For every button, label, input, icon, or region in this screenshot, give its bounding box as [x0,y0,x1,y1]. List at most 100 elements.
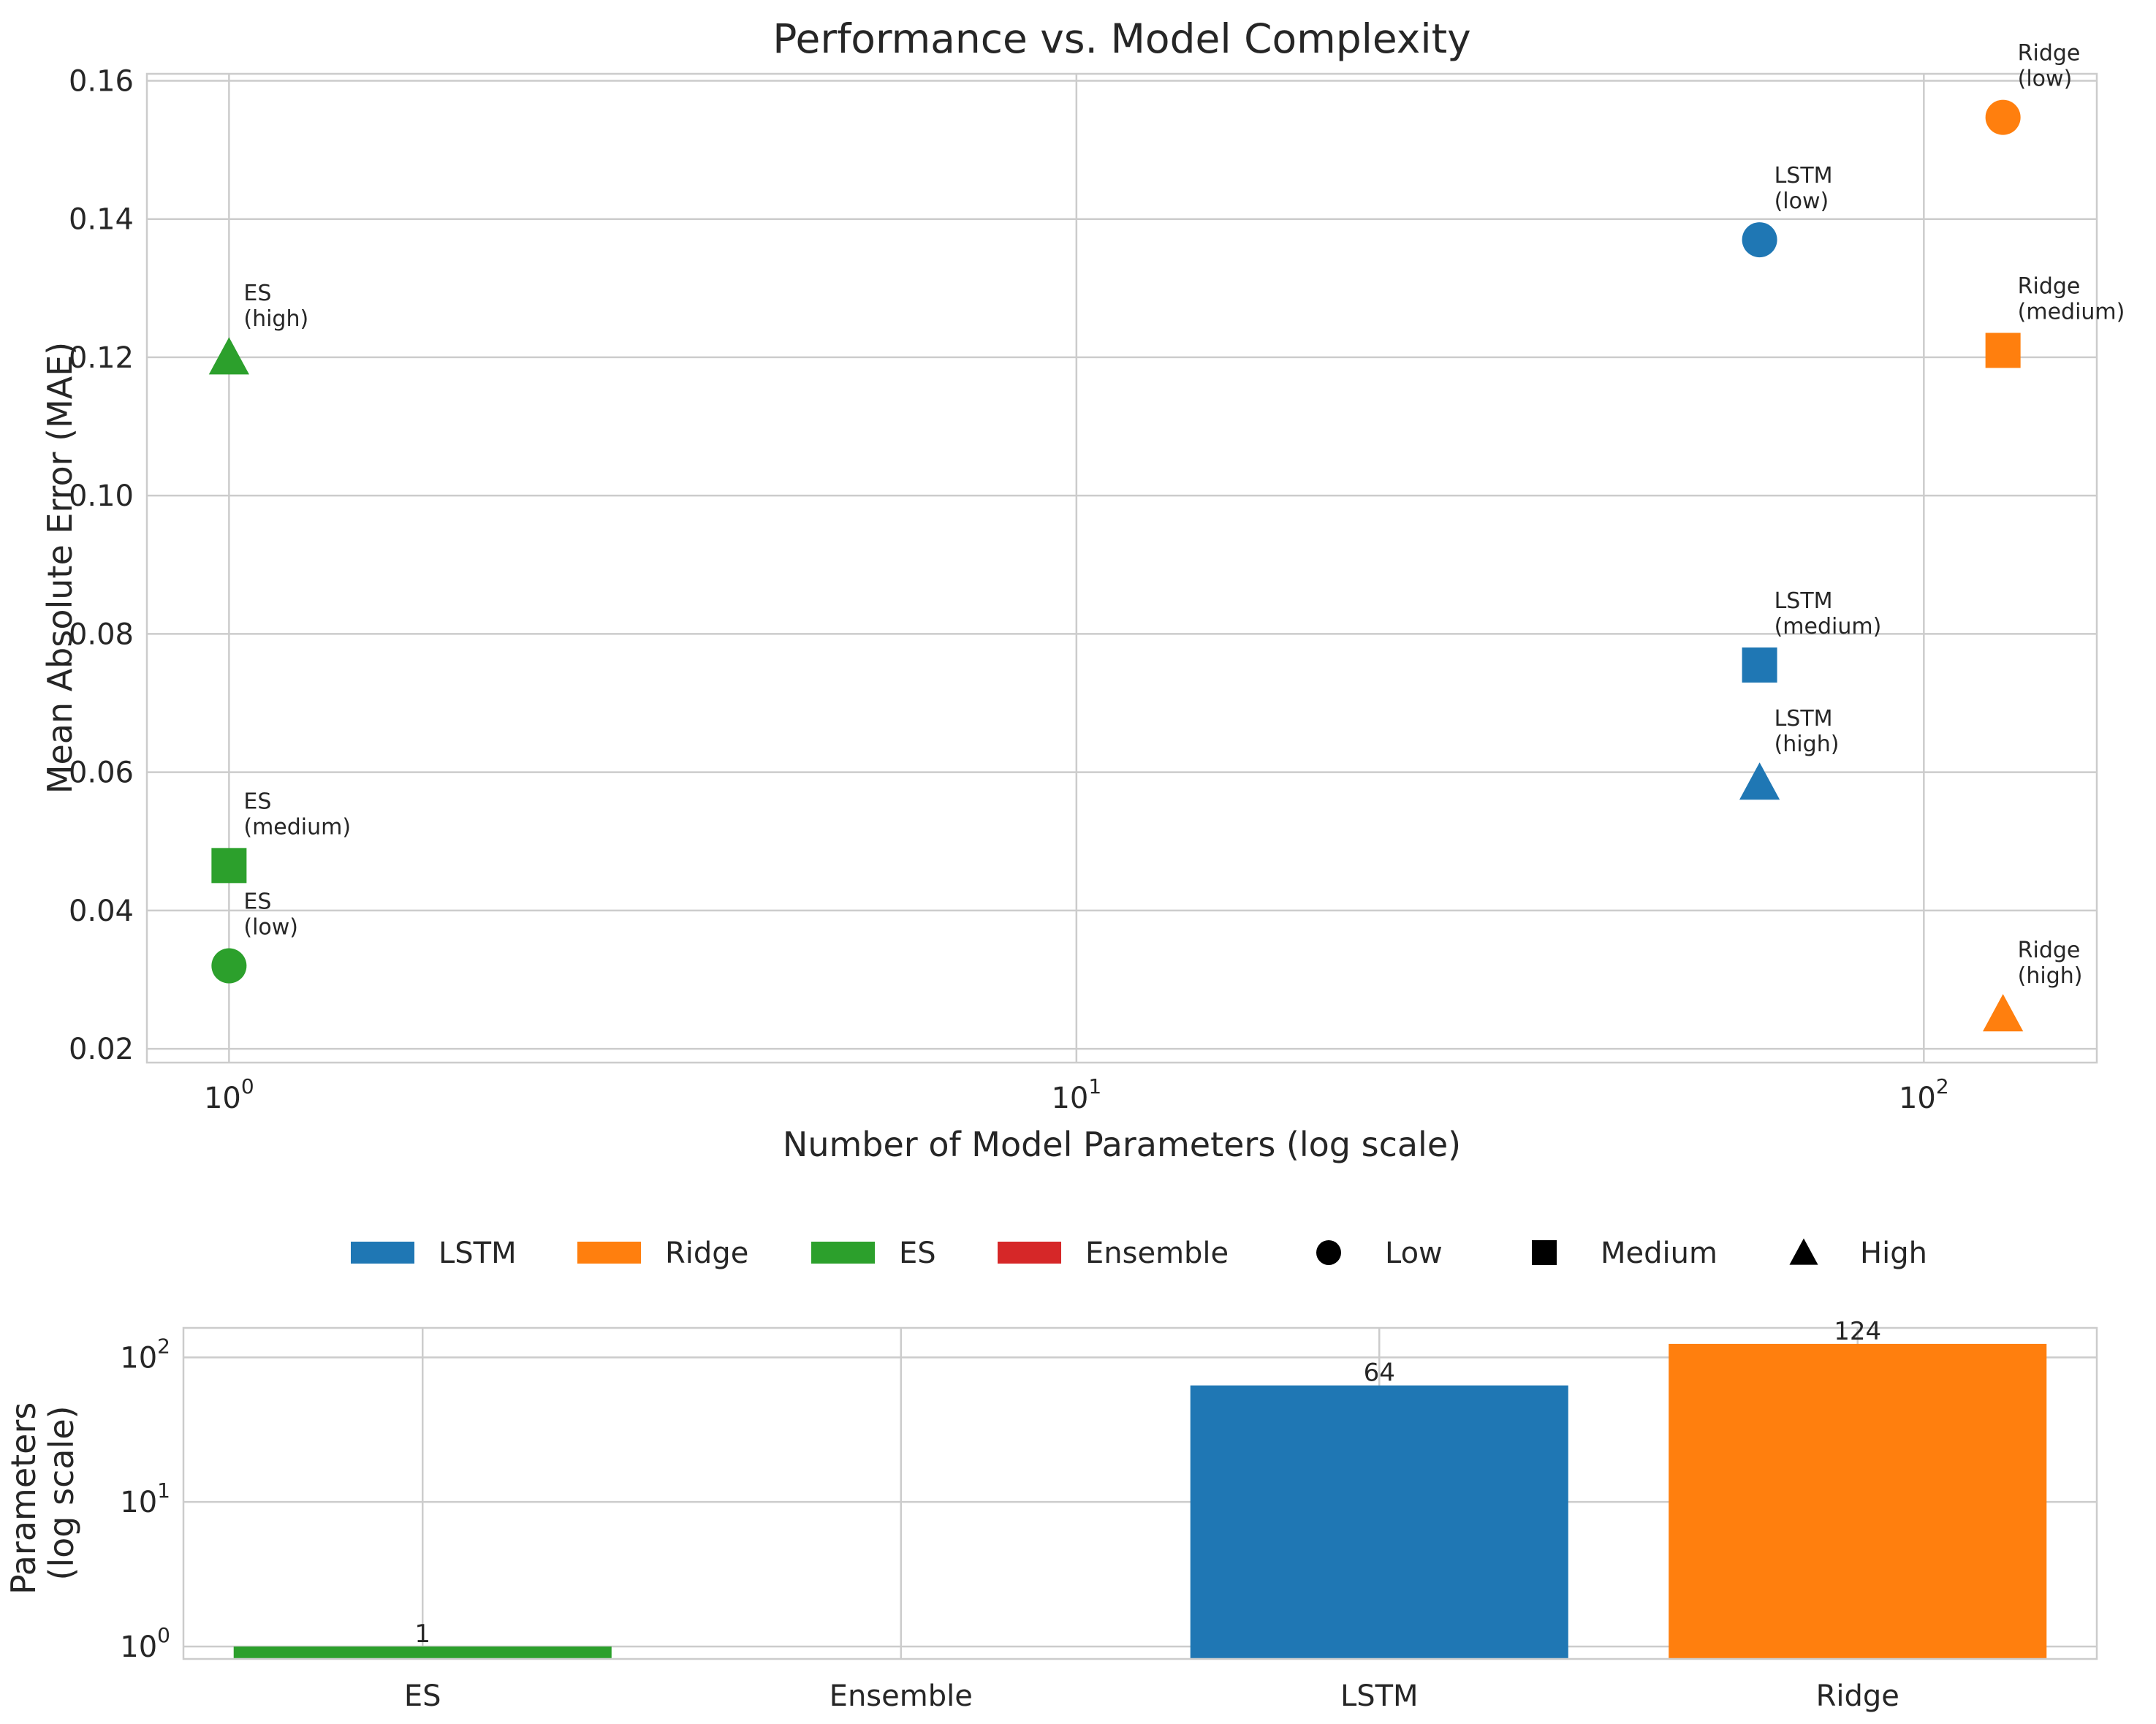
scatter-y-axis-label: Mean Absolute Error (MAE) [40,342,80,794]
scatter-point-label-model: Ridge [2018,41,2081,67]
scatter-y-tick-label: 0.10 [69,479,134,513]
bar-es [233,1646,612,1659]
scatter-point-label-complexity: (high) [1774,732,1840,757]
bar-y-tick-label: 101 [120,1478,170,1519]
legend-label: ES [899,1237,936,1270]
scatter-point-label-complexity: (low) [2018,67,2073,92]
legend-swatch [998,1242,1061,1264]
legend-item-lstm: LSTM [351,1237,517,1270]
scatter-point-label-model: LSTM [1774,706,1833,732]
legend-label: Ensemble [1085,1237,1229,1270]
scatter-point-ridge-low [1985,99,2021,135]
scatter-axes-frame [145,72,2098,1064]
legend-item-medium: Medium [1532,1237,1717,1270]
bar-ridge [1669,1343,2047,1659]
legend-item-ridge: Ridge [577,1237,748,1270]
bar-y-axis-label: Parameters (log scale) [4,1391,81,1595]
scatter-point-lstm-medium [1742,647,1777,683]
scatter-y-tick-label: 0.08 [69,618,134,651]
legend-swatch [811,1242,875,1264]
scatter-grid [147,74,2097,1063]
legend: LSTM Ridge ES Ensemble Low Medium High [351,1237,1927,1270]
scatter-y-tick-label: 0.14 [69,203,134,237]
legend-item-ensemble: Ensemble [998,1237,1229,1270]
scatter-x-tick-label-exponent: 2 [1936,1074,1949,1098]
scatter-point-label-complexity: (low) [1774,189,1829,214]
scatter-point-label: Ridge (high) [2018,938,2083,989]
scatter-y-tick-label: 0.16 [69,64,134,98]
scatter-point-label-model: Ridge [2018,938,2081,963]
scatter-y-tick-label: 0.02 [69,1033,134,1066]
legend-label: High [1860,1237,1927,1270]
bar-y-tick-label-base: 10 [120,1630,157,1664]
scatter-point-label: ES (low) [243,889,298,941]
scatter-y-tick-label: 0.12 [69,341,134,375]
scatter-point-ridge-medium [1985,333,2021,368]
scatter-point-label-complexity: (high) [2018,963,2083,989]
scatter-y-tick-label: 0.04 [69,895,134,928]
legend-item-low: Low [1316,1237,1443,1270]
scatter-x-tick-label: 100 [204,1074,254,1115]
scatter-point-label: LSTM (high) [1774,706,1840,757]
scatter-x-tick-label-base: 10 [1051,1082,1088,1115]
legend-label: Low [1385,1237,1443,1270]
bar-value-label: 64 [1364,1359,1395,1388]
legend-swatch [351,1242,414,1264]
bar-value-label: 1 [414,1619,430,1649]
bar-y-tick-label: 102 [120,1334,170,1375]
scatter-point-label-complexity: (high) [243,306,308,332]
scatter-y-tick-label: 0.06 [69,756,134,790]
scatter-point-label: LSTM (medium) [1774,588,1882,639]
scatter-point-label-complexity: (medium) [2018,299,2125,324]
scatter-point-label-model: ES [243,889,271,915]
scatter-point-label-model: ES [243,789,271,814]
scatter-point-es-low [211,948,247,984]
legend-marker-square [1532,1240,1557,1265]
scatter-point-ridge-high [1983,994,2024,1032]
bar-bars [233,1343,2047,1659]
bar-value-label: 124 [1834,1317,1881,1346]
scatter-point-label-complexity: (medium) [1774,614,1882,639]
bar-axes-frame [182,1326,2098,1660]
bar-y-tick-label-base: 10 [120,1486,157,1519]
scatter-point-label-model: LSTM [1774,163,1833,189]
bar-value-labels: 1 64 124 [414,1317,1881,1649]
scatter-point-es-high [208,337,249,375]
scatter-point-label: LSTM (low) [1774,163,1833,214]
bar-x-tick-label: LSTM [1340,1679,1419,1713]
legend-marker-circle [1316,1240,1341,1265]
scatter-point-label: ES (medium) [243,789,351,840]
bar-y-axis-label-line2: (log scale) [42,1405,81,1580]
scatter-x-tick-label-exponent: 1 [1088,1074,1101,1098]
bar-lstm [1190,1385,1568,1659]
scatter-point-label-complexity: (low) [243,915,298,941]
scatter-x-tick-label: 101 [1051,1074,1101,1115]
bar-y-tick-label-base: 10 [120,1341,157,1375]
scatter-title: Performance vs. Model Complexity [773,15,1470,62]
scatter-point-es-medium [211,848,247,884]
bar-y-tick-label-exponent: 2 [157,1334,170,1358]
legend-label: LSTM [439,1237,517,1270]
legend-item-high: High [1789,1237,1927,1270]
bar-x-tick-label: Ridge [1816,1679,1899,1713]
scatter-point-lstm-low [1742,222,1777,258]
scatter-point-lstm-high [1739,762,1780,800]
scatter-x-tick-label-base: 10 [204,1082,241,1115]
legend-label: Medium [1601,1237,1717,1270]
scatter-point-label-model: ES [243,281,271,306]
bar-x-tick-label: ES [404,1679,441,1713]
legend-marker-triangle [1789,1238,1818,1265]
bar-x-tick-label: Ensemble [830,1679,973,1713]
bar-y-axis-label-line1: Parameters [4,1402,43,1595]
scatter-point-label: Ridge (medium) [2018,273,2125,324]
scatter-points [208,99,2024,1032]
legend-item-es: ES [811,1237,936,1270]
scatter-point-label-model: LSTM [1774,588,1833,614]
scatter-point-label: ES (high) [243,281,308,332]
scatter-x-tick-label-base: 10 [1899,1082,1936,1115]
